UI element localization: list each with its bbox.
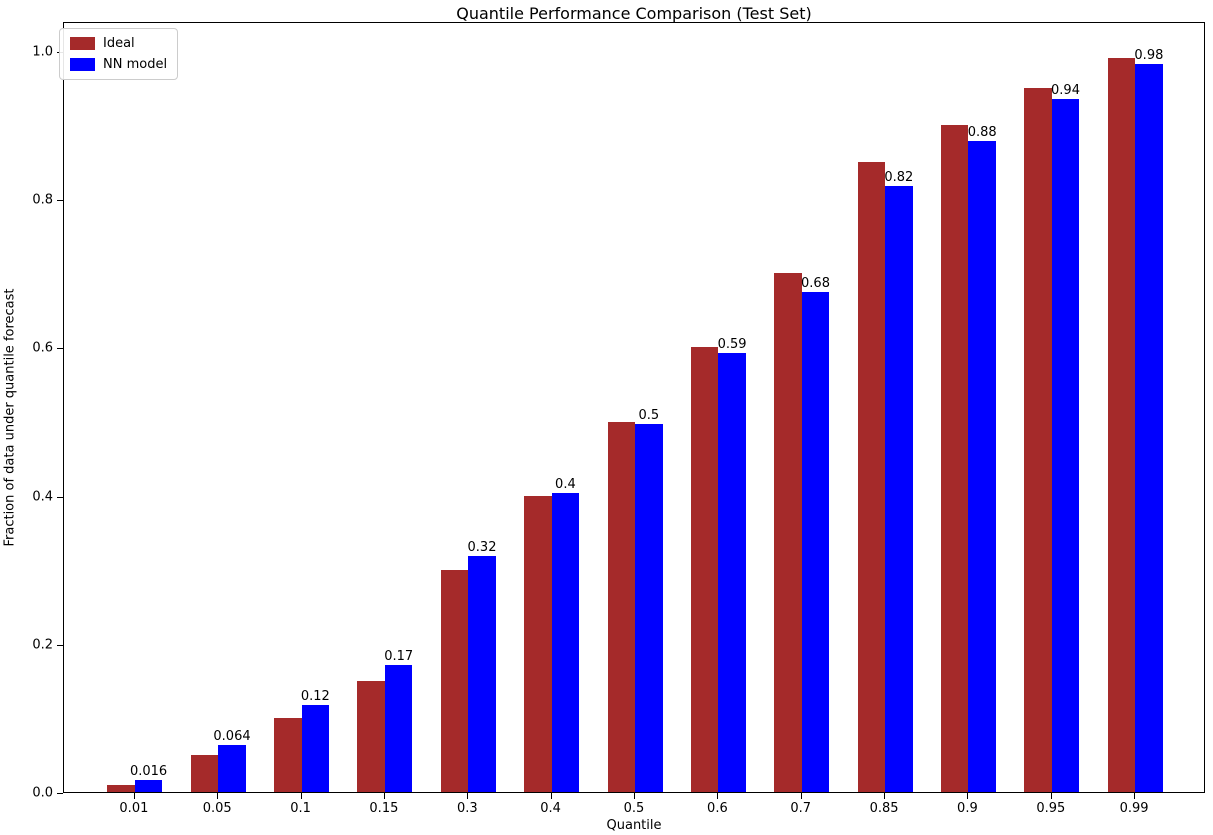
x-axis-label: Quantile bbox=[606, 818, 662, 833]
bar-nn-model-0.7 bbox=[801, 291, 830, 792]
x-tick-label-0.15: 0.15 bbox=[369, 801, 399, 816]
value-label-0.5: 0.5 bbox=[638, 407, 660, 423]
x-tick-0.85 bbox=[884, 793, 886, 799]
x-tick-label-0.85: 0.85 bbox=[869, 801, 899, 816]
value-label-0.4: 0.4 bbox=[555, 476, 576, 492]
value-label-0.95: 0.94 bbox=[1051, 83, 1080, 99]
bar-nn-model-0.9 bbox=[968, 141, 996, 792]
bar-nn-model-0.05 bbox=[218, 744, 246, 792]
value-label-0.3: 0.32 bbox=[467, 539, 497, 555]
bar-ideal-0.9 bbox=[940, 125, 969, 792]
value-label-0.85: 0.82 bbox=[884, 169, 914, 185]
legend-label-nn-model: NN model bbox=[103, 57, 168, 72]
bar-nn-model-0.15 bbox=[384, 665, 413, 792]
x-tick-label-0.95: 0.95 bbox=[1036, 801, 1066, 816]
y-tick-label-0.8: 0.8 bbox=[32, 192, 53, 208]
x-tick-0.05 bbox=[217, 793, 219, 799]
bar-nn-model-0.5 bbox=[635, 423, 663, 792]
bar-ideal-0.15 bbox=[357, 680, 385, 792]
bar-ideal-0.4 bbox=[524, 495, 552, 792]
y-tick-label-1.0: 1.0 bbox=[32, 44, 53, 60]
x-tick-label-0.5: 0.5 bbox=[623, 801, 645, 816]
bar-nn-model-0.6 bbox=[718, 353, 746, 792]
y-tick-0.2 bbox=[57, 644, 63, 646]
x-tick-0.9 bbox=[967, 793, 969, 799]
value-label-0.15: 0.17 bbox=[384, 649, 414, 665]
bar-ideal-0.7 bbox=[774, 273, 802, 792]
y-axis-label: Fraction of data under quantile forecast bbox=[2, 288, 18, 547]
value-label-0.6: 0.59 bbox=[717, 337, 747, 353]
y-tick-0.0 bbox=[57, 793, 63, 794]
bar-ideal-0.5 bbox=[607, 421, 635, 792]
bar-nn-model-0.1 bbox=[301, 705, 330, 792]
y-tick-label-0.4: 0.4 bbox=[32, 489, 53, 505]
x-tick-0.3 bbox=[467, 793, 469, 799]
legend: Ideal NN model bbox=[59, 28, 179, 80]
x-tick-0.7 bbox=[800, 793, 802, 799]
x-tick-label-0.3: 0.3 bbox=[456, 801, 478, 816]
legend-item-ideal: Ideal bbox=[70, 36, 167, 51]
bar-ideal-0.01 bbox=[107, 784, 135, 792]
bar-ideal-0.05 bbox=[190, 755, 219, 792]
x-tick-0.01 bbox=[133, 793, 135, 799]
bar-ideal-0.1 bbox=[274, 717, 302, 792]
value-label-0.9: 0.88 bbox=[967, 125, 997, 141]
bar-nn-model-0.01 bbox=[134, 780, 163, 792]
x-tick-label-0.01: 0.01 bbox=[119, 801, 149, 816]
x-tick-label-0.4: 0.4 bbox=[540, 801, 561, 816]
legend-swatch-nn-model bbox=[70, 58, 95, 71]
bar-ideal-0.85 bbox=[857, 162, 886, 792]
x-tick-0.1 bbox=[300, 793, 302, 799]
bar-ideal-0.99 bbox=[1107, 58, 1136, 792]
y-tick-label-0.0: 0.0 bbox=[32, 785, 53, 801]
x-tick-label-0.1: 0.1 bbox=[290, 801, 311, 816]
value-label-0.05: 0.064 bbox=[213, 728, 251, 744]
x-tick-label-0.05: 0.05 bbox=[202, 801, 232, 816]
x-tick-label-0.9: 0.9 bbox=[957, 801, 978, 816]
bar-nn-model-0.95 bbox=[1051, 99, 1080, 792]
bar-ideal-0.6 bbox=[690, 347, 719, 792]
x-tick-0.95 bbox=[1050, 793, 1052, 799]
value-label-0.1: 0.12 bbox=[300, 689, 330, 705]
legend-swatch-ideal bbox=[70, 37, 95, 50]
bar-nn-model-0.3 bbox=[468, 555, 496, 792]
x-tick-0.6 bbox=[717, 793, 719, 799]
bar-ideal-0.3 bbox=[440, 569, 469, 792]
y-axis-label-wrap: Fraction of data under quantile forecast bbox=[2, 0, 18, 835]
y-tick-0.4 bbox=[57, 496, 63, 498]
x-tick-0.15 bbox=[383, 793, 385, 799]
y-tick-label-0.6: 0.6 bbox=[32, 340, 53, 356]
value-label-0.7: 0.68 bbox=[801, 275, 830, 291]
chart-title: Quantile Performance Comparison (Test Se… bbox=[456, 4, 812, 23]
x-tick-label-0.6: 0.6 bbox=[707, 801, 728, 816]
x-tick-label-0.7: 0.7 bbox=[790, 801, 812, 816]
x-tick-0.5 bbox=[634, 793, 635, 799]
y-tick-0.8 bbox=[57, 200, 63, 202]
x-tick-0.4 bbox=[550, 793, 552, 799]
y-tick-0.6 bbox=[57, 348, 63, 350]
bar-ideal-0.95 bbox=[1024, 88, 1052, 792]
value-label-0.01: 0.016 bbox=[129, 764, 168, 780]
bar-nn-model-0.85 bbox=[885, 185, 913, 792]
value-label-0.99: 0.98 bbox=[1134, 47, 1164, 63]
x-tick-0.99 bbox=[1134, 793, 1136, 799]
x-tick-label-0.99: 0.99 bbox=[1119, 801, 1149, 816]
legend-label-ideal: Ideal bbox=[103, 36, 135, 51]
legend-item-nn-model: NN model bbox=[70, 57, 167, 72]
y-tick-label-0.2: 0.2 bbox=[32, 637, 53, 653]
bar-nn-model-0.4 bbox=[551, 492, 580, 792]
plot-area: 0.016 0.064 0.12 0.17 0.32 0.4 0.5 0.59 0.68 0.82… bbox=[63, 22, 1205, 793]
bar-nn-model-0.99 bbox=[1135, 63, 1163, 792]
